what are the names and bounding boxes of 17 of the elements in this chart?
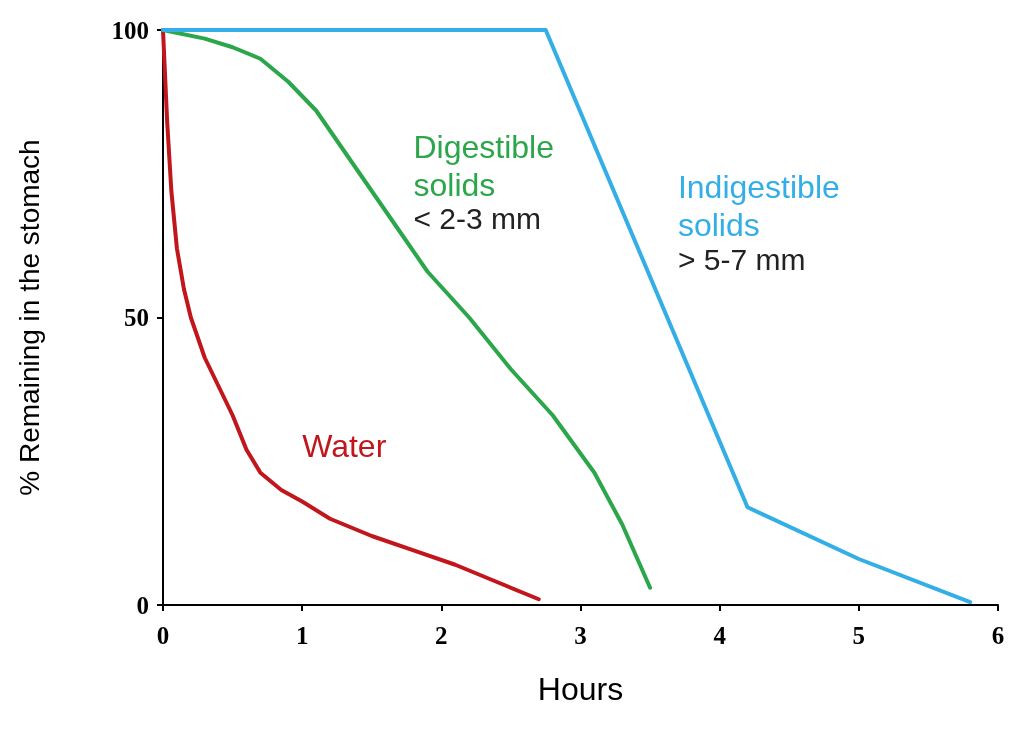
x-tick-label: 3 <box>574 622 587 649</box>
x-tick-label: 6 <box>991 622 1005 649</box>
series-label: Indigestible solids <box>677 169 849 243</box>
x-tick-label: 4 <box>713 622 727 649</box>
y-tick-label: 100 <box>111 16 149 44</box>
x-axis-title: Hours <box>537 671 624 707</box>
x-tick-label: 0 <box>156 622 170 649</box>
annotation: < 2-3 mm <box>413 202 542 236</box>
x-tick-label: 2 <box>435 622 448 649</box>
series-label: Water <box>302 427 387 464</box>
x-tick-label: 1 <box>295 622 309 649</box>
y-axis-title: % Remaining in the stomach <box>13 139 45 496</box>
x-tick-label: 5 <box>852 622 866 649</box>
annotation: > 5-7 mm <box>677 242 806 276</box>
y-tick-label: 50 <box>124 304 149 331</box>
series-label: Digestible solids <box>413 128 563 203</box>
y-tick-label: 0 <box>136 591 149 619</box>
